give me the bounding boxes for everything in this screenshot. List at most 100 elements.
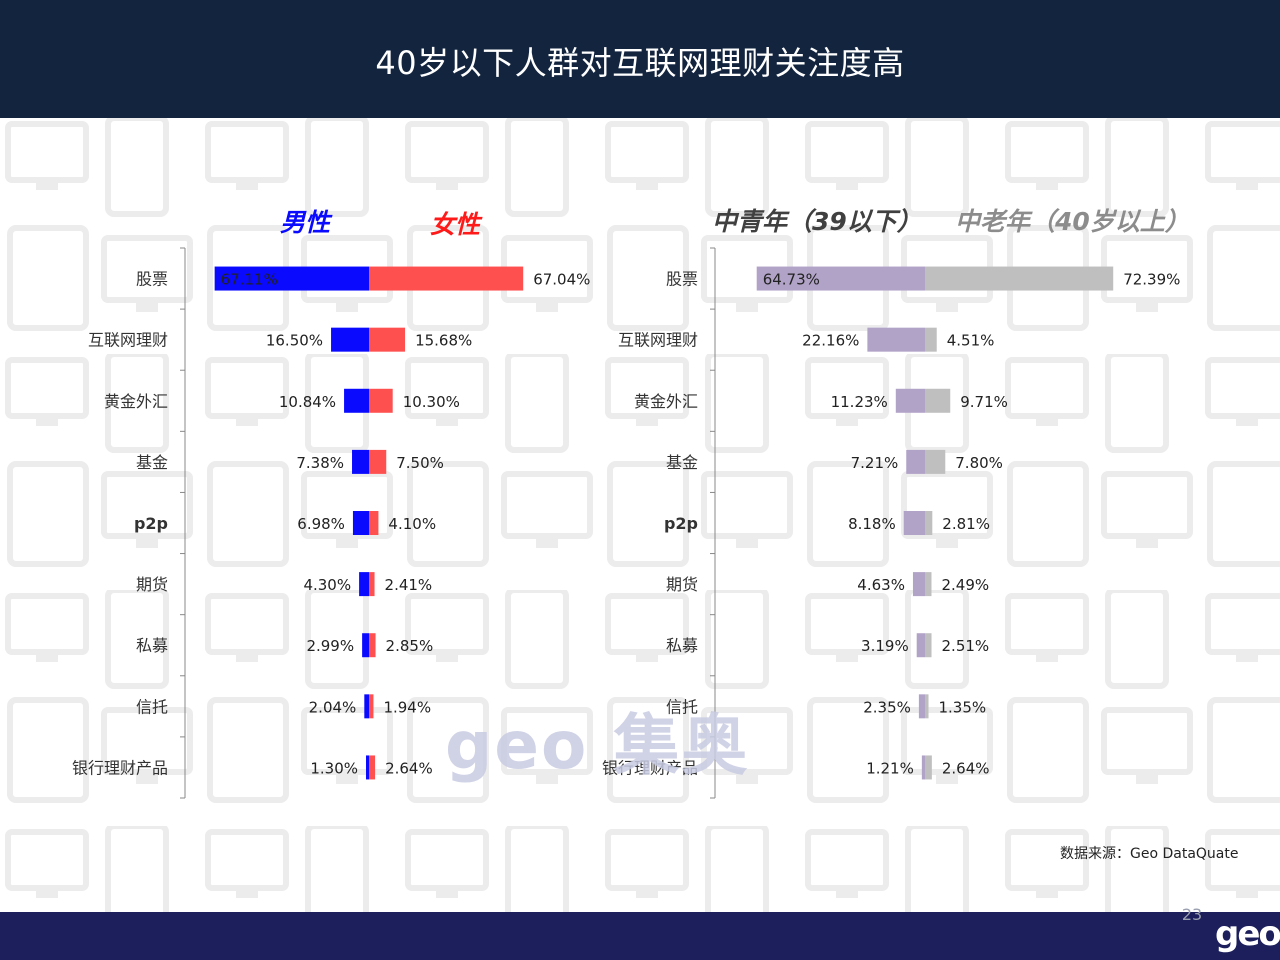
gender-bar-left <box>364 694 369 719</box>
gender-category-label: 信托 <box>136 697 168 716</box>
gender-bar-right <box>369 266 524 291</box>
page-title: 40岁以下人群对互联网理财关注度高 <box>375 44 905 82</box>
age-bar-left <box>906 449 925 474</box>
age-value-label-right: 72.39% <box>1123 271 1180 289</box>
age-value-label-left: 8.18% <box>848 515 896 533</box>
gender-category-label: 期货 <box>136 575 168 594</box>
gender-value-label-left: 6.98% <box>297 515 345 533</box>
age-category-label: 银行理财产品 <box>602 758 698 777</box>
gender-bar-left <box>344 388 369 413</box>
legend-old: 中老年（40岁以上） <box>955 207 1190 236</box>
geo-logo: geo <box>1215 914 1280 954</box>
age-bar-left <box>916 633 925 658</box>
gender-value-label-right: 4.10% <box>388 515 436 533</box>
age-bar-right <box>925 388 951 413</box>
gender-category-label: 基金 <box>136 453 168 472</box>
header-bar: 40岁以下人群对互联网理财关注度高 <box>0 0 1280 118</box>
age-category-label: 股票 <box>666 270 698 289</box>
gender-category-label: p2p <box>134 514 168 533</box>
gender-bar-left <box>214 266 369 291</box>
gender-value-label-right: 15.68% <box>415 332 472 350</box>
age-value-label-left: 3.19% <box>861 637 909 655</box>
gender-value-label-left: 2.99% <box>306 637 354 655</box>
gender-value-label-left: 2.04% <box>309 698 357 716</box>
age-bar-right <box>925 755 932 780</box>
gender-bar-left <box>352 511 369 535</box>
age-bar-right <box>925 633 932 658</box>
gender-bar-right <box>369 755 376 780</box>
age-value-label-left: 2.35% <box>863 698 911 716</box>
age-value-label-left: 22.16% <box>802 332 859 350</box>
age-value-label-right: 4.51% <box>947 332 995 350</box>
age-bar-right <box>925 572 932 597</box>
age-bar-left <box>895 388 925 413</box>
age-category-label: p2p <box>664 514 698 533</box>
gender-value-label-left: 67.11% <box>221 271 278 289</box>
gender-category-label: 银行理财产品 <box>72 758 168 777</box>
age-value-label-left: 1.21% <box>866 759 914 777</box>
age-value-label-left: 64.73% <box>763 271 820 289</box>
age-category-label: 信托 <box>666 697 698 716</box>
page-number: 23 <box>1181 905 1203 924</box>
gender-value-label-right: 2.64% <box>385 759 433 777</box>
age-category-label: 黄金外汇 <box>634 392 698 411</box>
age-category-label: 互联网理财 <box>618 331 698 350</box>
age-bar-left <box>912 572 925 597</box>
age-category-label: 基金 <box>666 453 698 472</box>
age-bar-right <box>925 327 937 352</box>
gender-value-label-left: 10.84% <box>279 393 336 411</box>
device-pattern-background <box>0 118 1280 912</box>
age-value-label-right: 7.80% <box>955 454 1003 472</box>
gender-value-label-right: 1.94% <box>383 698 431 716</box>
legend-male: 男性 <box>280 208 331 237</box>
age-value-label-right: 2.64% <box>942 759 990 777</box>
gender-value-label-left: 16.50% <box>266 332 323 350</box>
gender-bar-right <box>369 449 387 474</box>
gender-bar-left <box>362 633 369 658</box>
age-bar-left <box>756 266 925 291</box>
age-value-label-left: 4.63% <box>857 576 905 594</box>
gender-value-label-right: 10.30% <box>403 393 460 411</box>
age-value-label-right: 2.51% <box>942 637 990 655</box>
age-bar-right <box>925 266 1114 291</box>
gender-bar-right <box>369 572 375 597</box>
age-value-label-right: 2.49% <box>941 576 989 594</box>
gender-value-label-right: 2.85% <box>386 637 434 655</box>
gender-bar-right <box>369 327 406 352</box>
gender-bar-right <box>369 633 376 658</box>
gender-value-label-left: 7.38% <box>296 454 344 472</box>
gender-bar-right <box>369 694 374 719</box>
age-value-label-right: 1.35% <box>939 698 987 716</box>
gender-category-label: 黄金外汇 <box>104 392 168 411</box>
age-value-label-left: 11.23% <box>831 393 888 411</box>
age-bar-left <box>903 511 925 535</box>
age-bar-left <box>921 755 925 780</box>
gender-value-label-right: 2.41% <box>385 576 433 594</box>
data-source: 数据来源：Geo DataQuate <box>1060 846 1239 862</box>
gender-value-label-left: 4.30% <box>303 576 351 594</box>
age-value-label-left: 7.21% <box>851 454 899 472</box>
geo-watermark: geo 集奥 <box>445 707 750 784</box>
legend-young: 中青年（39以下） <box>712 207 922 236</box>
gender-category-label: 股票 <box>136 270 168 289</box>
age-category-label: 期货 <box>666 575 698 594</box>
gender-bar-left <box>331 327 369 352</box>
gender-category-label: 私募 <box>136 636 168 655</box>
age-bar-left <box>867 327 925 352</box>
gender-category-label: 互联网理财 <box>88 331 168 350</box>
age-bar-left <box>918 694 925 719</box>
gender-bar-right <box>369 388 393 413</box>
age-value-label-right: 2.81% <box>942 515 990 533</box>
gender-value-label-left: 1.30% <box>310 759 358 777</box>
gender-bar-left <box>359 572 369 597</box>
gender-bar-right <box>369 511 379 535</box>
age-bar-right <box>925 449 946 474</box>
gender-value-label-right: 7.50% <box>396 454 444 472</box>
gender-bar-left <box>352 449 369 474</box>
footer-bar <box>0 912 1280 960</box>
age-value-label-right: 9.71% <box>960 393 1008 411</box>
age-category-label: 私募 <box>666 636 698 655</box>
gender-bar-left <box>366 755 369 780</box>
